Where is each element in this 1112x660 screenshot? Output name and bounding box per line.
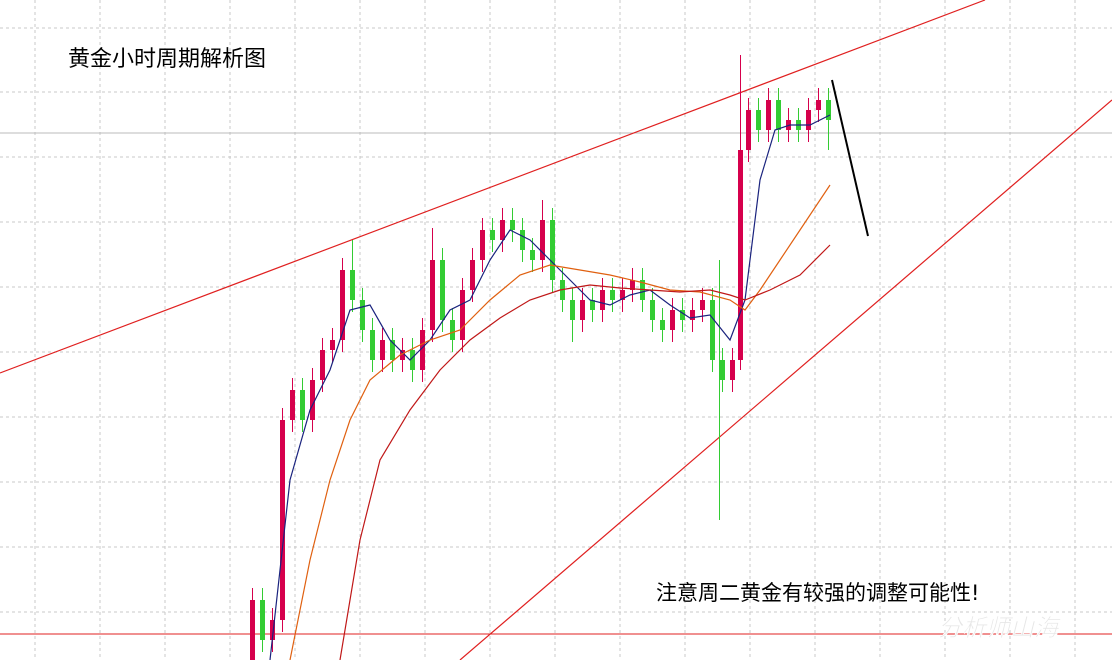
- annotation: 注意周二黄金有较强的调整可能性!: [656, 581, 979, 605]
- ma-slow: [339, 244, 831, 660]
- ma-fast: [269, 114, 831, 660]
- watermark: 分析师山海: [938, 614, 1061, 642]
- upper-trendline: [0, 0, 986, 374]
- forecast-line: [831, 79, 869, 237]
- ma-mid: [289, 184, 831, 660]
- chart-title: 黄金小时周期解析图: [68, 47, 266, 72]
- lower-trendline: [459, 99, 1112, 660]
